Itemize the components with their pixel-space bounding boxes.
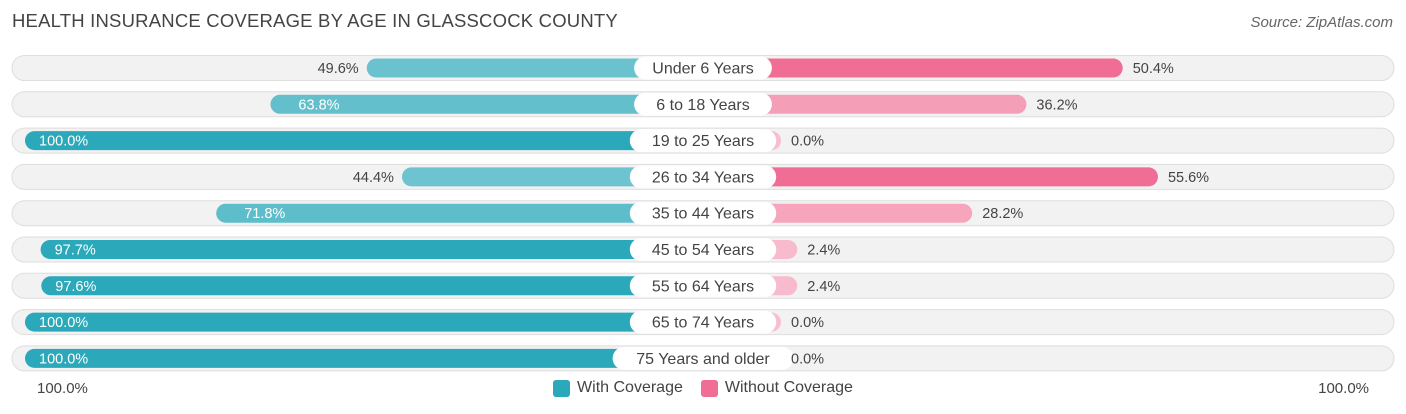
- value-label-with-coverage: 97.6%: [55, 279, 96, 295]
- category-label-pill: [612, 346, 794, 370]
- value-label-with-coverage: 63.8%: [298, 97, 339, 113]
- value-label-without-coverage: 2.4%: [807, 243, 840, 259]
- category-label: 19 to 25 Years: [652, 133, 754, 150]
- bar-with-coverage: [270, 94, 703, 114]
- bar-without-coverage: [703, 94, 1027, 114]
- value-label-with-coverage: 44.4%: [353, 170, 394, 186]
- bar-with-coverage: [40, 240, 704, 259]
- legend-swatch-with-coverage: [553, 379, 571, 397]
- value-label-with-coverage: 49.6%: [318, 61, 359, 77]
- value-label-without-coverage: 28.2%: [982, 206, 1023, 222]
- legend-label-without-coverage: Without Coverage: [724, 379, 853, 396]
- category-label-pill: [629, 201, 777, 225]
- value-label-without-coverage: 36.2%: [1036, 97, 1077, 113]
- legend: With Coverage Without Coverage: [0, 379, 1406, 397]
- legend-swatch-without-coverage: [700, 379, 718, 397]
- bar-with-coverage: [216, 203, 704, 223]
- category-label-pill: [629, 238, 777, 261]
- value-label-with-coverage: 100.0%: [39, 351, 88, 367]
- category-label-pill: [634, 56, 772, 80]
- category-label: 75 Years and older: [636, 351, 770, 368]
- source-label: Source: ZipAtlas.com: [1250, 14, 1393, 31]
- bar-with-coverage: [401, 167, 703, 187]
- bar-with-coverage: [25, 312, 703, 332]
- legend-label-with-coverage: With Coverage: [577, 379, 683, 396]
- bar-with-coverage: [41, 276, 704, 296]
- value-label-without-coverage: 0.0%: [791, 351, 824, 367]
- bar-with-coverage: [25, 131, 703, 151]
- value-label-without-coverage: 2.4%: [807, 279, 840, 295]
- category-label: 26 to 34 Years: [652, 169, 754, 186]
- legend-item-with-coverage: With Coverage: [553, 379, 683, 397]
- category-label: Under 6 Years: [652, 61, 753, 78]
- bar-without-coverage: [703, 167, 1158, 187]
- bar-with-coverage: [366, 58, 703, 78]
- legend-item-without-coverage: Without Coverage: [700, 379, 853, 397]
- value-label-without-coverage: 55.6%: [1168, 170, 1209, 186]
- category-label-pill: [629, 165, 777, 189]
- axis-right-label: 100.0%: [1318, 380, 1369, 397]
- category-label: 55 to 64 Years: [652, 278, 754, 295]
- axis-left-label: 100.0%: [37, 380, 88, 397]
- category-label-pill: [629, 310, 777, 334]
- bar-without-coverage: [703, 58, 1123, 78]
- value-label-with-coverage: 100.0%: [39, 134, 88, 150]
- category-label: 35 to 44 Years: [652, 206, 754, 223]
- value-label-with-coverage: 100.0%: [39, 315, 88, 331]
- category-label-pill: [629, 274, 777, 298]
- value-label-with-coverage: 71.8%: [244, 206, 285, 222]
- chart-title: HEALTH INSURANCE COVERAGE BY AGE IN GLAS…: [12, 10, 618, 31]
- category-label: 45 to 54 Years: [652, 242, 754, 259]
- value-label-without-coverage: 0.0%: [791, 134, 824, 150]
- category-label: 65 to 74 Years: [652, 315, 754, 332]
- value-label-without-coverage: 50.4%: [1133, 61, 1174, 77]
- category-label-pill: [629, 129, 777, 153]
- category-label-pill: [634, 92, 772, 116]
- value-label-without-coverage: 0.0%: [791, 315, 824, 331]
- bar-with-coverage: [25, 348, 703, 368]
- category-label: 6 to 18 Years: [656, 97, 749, 114]
- value-label-with-coverage: 97.7%: [55, 243, 96, 259]
